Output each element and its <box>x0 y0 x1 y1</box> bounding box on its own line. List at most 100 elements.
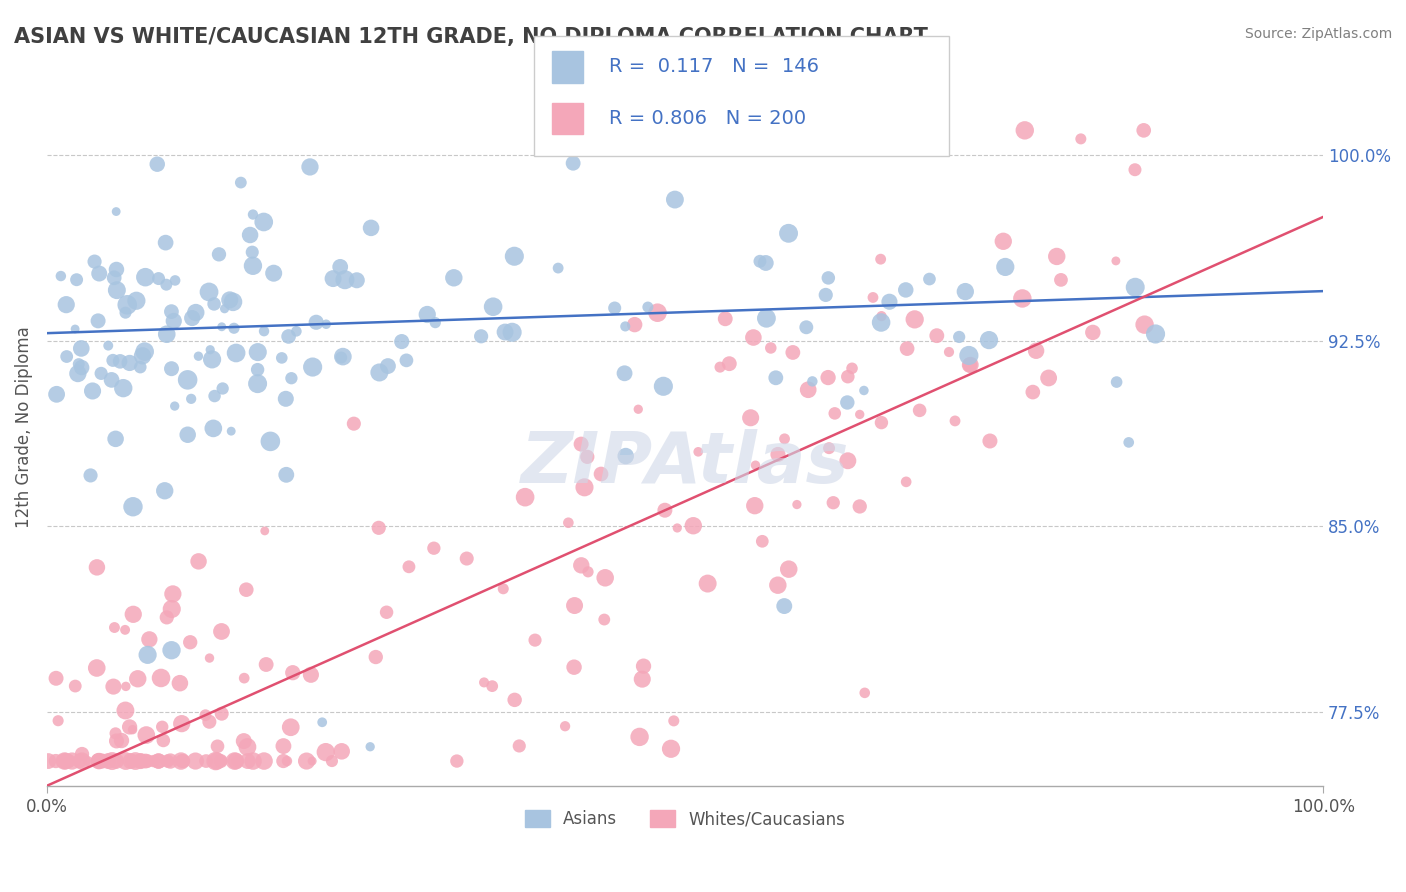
Point <box>157 754 180 768</box>
Point <box>589 467 612 481</box>
Point <box>817 370 839 384</box>
Point <box>503 249 526 263</box>
Point <box>614 449 637 463</box>
Point <box>472 675 495 690</box>
Point <box>110 733 132 747</box>
Point <box>129 360 152 375</box>
Point <box>740 410 762 425</box>
Point <box>101 353 124 368</box>
Point <box>301 359 323 374</box>
Point <box>959 358 981 372</box>
Point <box>87 754 110 768</box>
Point <box>91 754 114 768</box>
Point <box>83 254 105 268</box>
Point <box>759 341 782 355</box>
Point <box>482 300 505 314</box>
Point <box>103 620 125 634</box>
Point <box>229 176 252 190</box>
Point <box>86 661 108 675</box>
Point <box>259 434 281 449</box>
Point <box>276 754 298 768</box>
Point <box>562 660 585 674</box>
Point <box>46 714 69 728</box>
Point <box>131 349 153 363</box>
Point <box>818 441 841 455</box>
Point <box>70 754 93 768</box>
Point <box>105 283 128 297</box>
Point <box>66 367 89 381</box>
Point <box>134 344 156 359</box>
Point <box>101 754 124 768</box>
Point <box>156 610 179 624</box>
Point <box>70 342 93 356</box>
Point <box>938 345 960 359</box>
Point <box>709 360 731 375</box>
Point <box>239 227 262 242</box>
Point <box>211 319 233 334</box>
Point <box>153 483 176 498</box>
Point <box>894 475 917 489</box>
Point <box>114 623 136 637</box>
Point <box>1123 280 1146 294</box>
Point <box>295 754 318 768</box>
Point <box>160 361 183 376</box>
Point <box>273 754 295 768</box>
Point <box>70 360 93 375</box>
Point <box>824 406 846 420</box>
Point <box>194 708 217 723</box>
Point <box>682 518 704 533</box>
Point <box>1046 249 1069 263</box>
Point <box>242 754 264 768</box>
Point <box>395 353 418 368</box>
Point <box>209 754 232 768</box>
Point <box>696 576 718 591</box>
Point <box>138 632 160 647</box>
Point <box>782 345 804 359</box>
Point <box>242 259 264 273</box>
Point <box>222 294 245 309</box>
Point <box>273 739 295 753</box>
Point <box>179 635 201 649</box>
Point <box>218 293 240 307</box>
Point <box>870 309 893 323</box>
Point <box>311 715 333 730</box>
Point <box>129 754 152 768</box>
Point <box>172 754 194 768</box>
Point <box>60 754 83 768</box>
Point <box>45 671 67 685</box>
Point <box>322 271 344 285</box>
Point <box>329 260 352 274</box>
Point <box>65 273 87 287</box>
Point <box>446 754 468 768</box>
Point <box>105 754 128 768</box>
Point <box>156 327 179 342</box>
Point <box>86 560 108 574</box>
Point <box>263 266 285 280</box>
Point <box>423 541 446 556</box>
Point <box>121 754 143 768</box>
Point <box>908 403 931 417</box>
Point <box>456 551 478 566</box>
Point <box>224 754 246 768</box>
Point <box>1123 162 1146 177</box>
Point <box>766 447 789 461</box>
Point <box>814 288 837 302</box>
Point <box>714 311 737 326</box>
Point <box>58 754 80 768</box>
Point <box>136 648 159 662</box>
Point <box>1118 435 1140 450</box>
Point <box>823 496 845 510</box>
Point <box>501 326 523 340</box>
Point <box>688 445 710 459</box>
Point <box>148 754 170 768</box>
Point <box>524 633 547 648</box>
Point <box>246 362 269 376</box>
Point <box>90 367 112 381</box>
Point <box>165 273 187 287</box>
Point <box>105 262 128 277</box>
Point <box>1070 132 1092 146</box>
Point <box>666 521 689 535</box>
Point <box>253 324 276 338</box>
Point <box>564 599 586 613</box>
Point <box>744 499 766 513</box>
